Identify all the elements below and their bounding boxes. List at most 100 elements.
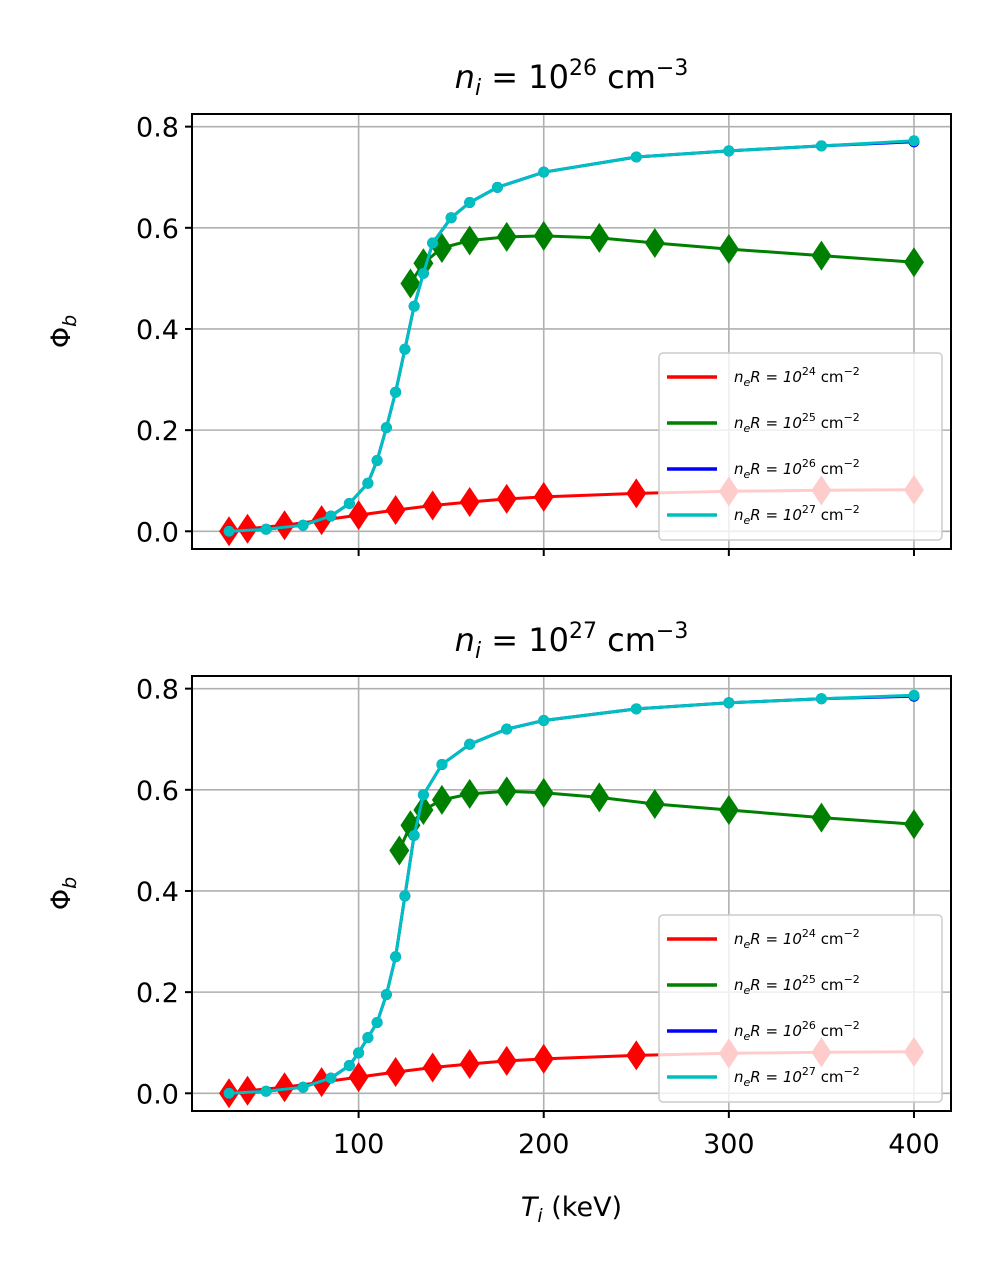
data-point (533, 481, 554, 512)
legend-subscript: e (744, 1076, 751, 1089)
legend-unit-exponent: −2 (844, 1065, 860, 1078)
ylabel-symbol: Φ (46, 889, 77, 910)
data-point (427, 237, 439, 249)
legend-label: neR = 1024 cm−2 (734, 365, 860, 389)
data-point (431, 784, 452, 815)
xlabel-unit: (keV) (543, 1192, 622, 1223)
legend-symbol: n (734, 1022, 744, 1040)
data-point (260, 1085, 272, 1097)
y-tick-label: 0.2 (136, 978, 179, 1009)
legend-symbol: n (734, 460, 744, 478)
legend-exponent: 24 (802, 927, 816, 940)
data-point (422, 490, 443, 521)
data-point (445, 212, 457, 224)
legend-symbol: n (734, 414, 744, 432)
y-tick-label: 0.4 (136, 877, 179, 908)
legend-entry-2: neR = 1025 cm−2 (667, 973, 860, 997)
legend-base: R = 10 (750, 976, 802, 994)
y-tick-label: 0.0 (136, 1079, 179, 1110)
title-subscript: i (475, 639, 481, 664)
axes-frame (191, 675, 952, 1112)
title-base: = 10 (481, 58, 569, 96)
data-point (630, 151, 642, 163)
data-point (903, 809, 924, 840)
legend-unit-exponent: −2 (844, 927, 860, 940)
chart-title: ni = 1027 cm−3 (455, 619, 689, 664)
legend-exponent: 24 (802, 365, 816, 378)
data-point (459, 778, 480, 809)
series-4 (223, 135, 920, 537)
legend-label: neR = 1025 cm−2 (734, 411, 860, 435)
data-point (908, 135, 920, 147)
x-tick-label: 300 (703, 1129, 755, 1160)
x-tick-label: 200 (518, 1129, 570, 1160)
legend-box (658, 352, 943, 541)
y-tick-label: 0.4 (136, 315, 179, 346)
x-axis-label: Ti (keV) (521, 1192, 622, 1227)
axes-frame (191, 113, 952, 550)
y-tick-label: 0.6 (136, 214, 179, 245)
data-point (260, 523, 272, 535)
data-point (815, 693, 827, 705)
legend-base: R = 10 (750, 506, 802, 524)
data-point (399, 890, 411, 902)
data-point (385, 495, 406, 526)
data-point (400, 268, 421, 299)
data-point (496, 483, 517, 514)
data-point (348, 1062, 369, 1093)
legend-symbol: n (734, 930, 744, 948)
data-point (417, 789, 429, 801)
title-unit: cm (597, 58, 656, 96)
x-tick-label: 100 (333, 1129, 385, 1160)
data-point (408, 829, 420, 841)
data-point (589, 782, 610, 813)
data-point (380, 989, 392, 1001)
legend-entry-4: neR = 1027 cm−2 (667, 503, 860, 527)
legend-unit-exponent: −2 (844, 365, 860, 378)
legend-exponent: 27 (802, 503, 816, 516)
data-point (274, 510, 295, 541)
legend-unit: cm (816, 368, 844, 386)
data-point (533, 220, 554, 251)
legend-unit: cm (816, 506, 844, 524)
data-point (223, 525, 235, 537)
legend-subscript: e (744, 1030, 751, 1043)
data-point (630, 703, 642, 715)
data-point (343, 1059, 355, 1071)
data-point (422, 1052, 443, 1083)
data-point (417, 267, 429, 279)
data-point (371, 1016, 383, 1028)
series-2 (400, 220, 924, 299)
legend-subscript: e (744, 938, 751, 951)
legend-unit-exponent: −2 (844, 411, 860, 424)
legend-unit-exponent: −2 (844, 457, 860, 470)
legend-label: neR = 1025 cm−2 (734, 973, 860, 997)
title-unit-exponent: −3 (656, 56, 688, 81)
data-point (626, 1040, 647, 1071)
data-point (389, 835, 410, 866)
legend-symbol: n (734, 976, 744, 994)
legend-entry-3: neR = 1026 cm−2 (667, 1019, 860, 1043)
xlabel-symbol: T (521, 1192, 540, 1223)
title-unit-exponent: −3 (656, 619, 688, 644)
title-symbol: n (455, 621, 475, 659)
data-point (538, 715, 550, 727)
data-point (353, 1047, 365, 1059)
legend-unit: cm (816, 414, 844, 432)
legend-label: neR = 1024 cm−2 (734, 927, 860, 951)
data-point (464, 738, 476, 750)
legend-unit: cm (816, 460, 844, 478)
data-point (723, 697, 735, 709)
data-point (408, 300, 420, 312)
data-point (390, 386, 402, 398)
data-point (491, 181, 503, 193)
legend-subscript: e (744, 514, 751, 527)
legend-symbol: n (734, 368, 744, 386)
data-point (390, 951, 402, 963)
x-tick-label: 400 (888, 1129, 940, 1160)
legend-exponent: 25 (802, 973, 816, 986)
data-point (538, 166, 550, 178)
legend-box (658, 914, 943, 1103)
